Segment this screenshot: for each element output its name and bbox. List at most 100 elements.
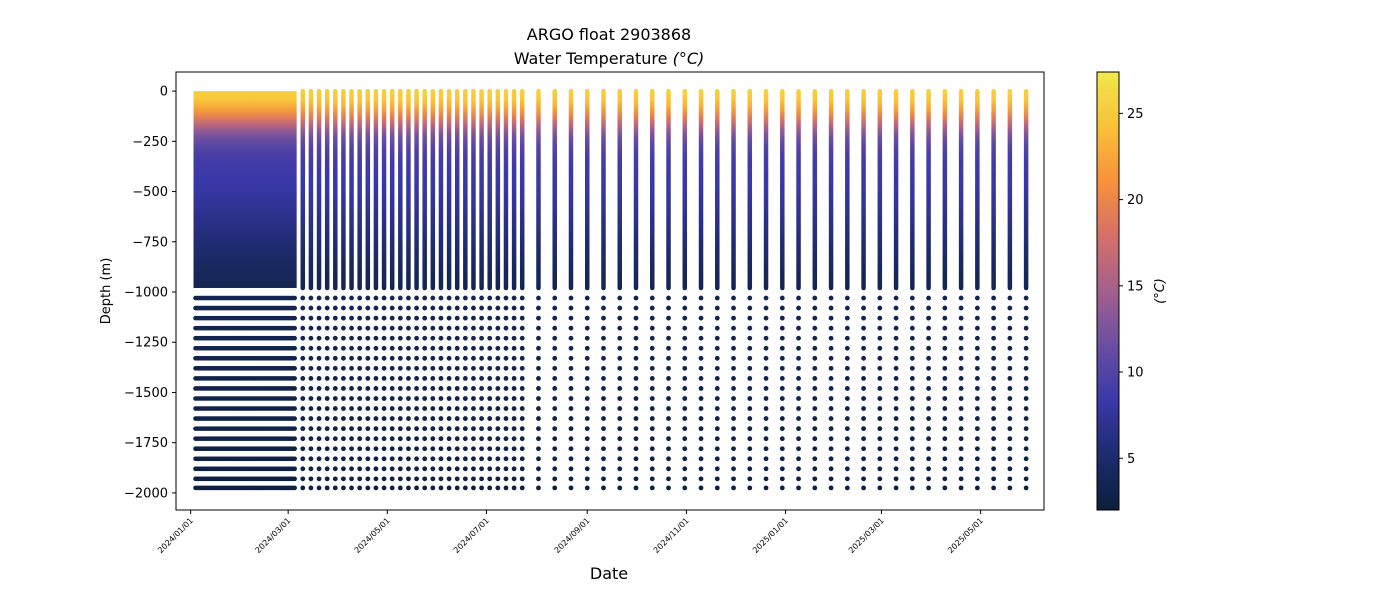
deep-sample-point <box>617 345 623 351</box>
deep-sample-point <box>1023 466 1029 472</box>
deep-sample-point <box>682 375 688 381</box>
deep-sample-point <box>666 355 671 361</box>
deep-sample-point <box>796 355 801 361</box>
deep-sample-point <box>942 375 948 381</box>
deep-sample-point <box>1023 396 1029 401</box>
deep-sample-point <box>438 396 444 401</box>
deep-sample-point <box>958 406 964 411</box>
deep-sample-point <box>779 426 785 432</box>
deep-sample-point <box>503 466 509 472</box>
deep-sample-point <box>365 436 371 442</box>
deep-sample-point <box>519 375 525 381</box>
deep-sample-point <box>812 325 818 331</box>
deep-sample-point <box>373 295 379 301</box>
deep-sample-point <box>406 416 411 421</box>
deep-sample-point <box>332 406 338 411</box>
deep-sample-point <box>414 335 419 341</box>
deep-sample-point <box>601 406 606 411</box>
deep-sample-point <box>552 305 558 311</box>
deep-sample-point <box>844 436 850 442</box>
deep-sample-point <box>454 355 460 361</box>
deep-sample-point <box>292 456 297 462</box>
colorbar <box>1096 71 1120 511</box>
deep-sample-point <box>698 426 704 432</box>
deep-sample-point <box>601 325 606 331</box>
deep-sample-point <box>389 305 395 311</box>
deep-sample-point <box>893 446 899 452</box>
deep-sample-point <box>389 476 395 482</box>
deep-sample-point <box>422 345 428 351</box>
deep-sample-point <box>365 335 371 341</box>
deep-sample-point <box>438 485 444 491</box>
deep-sample-point <box>747 396 753 401</box>
deep-sample-point <box>430 476 436 482</box>
deep-sample-point <box>812 335 818 341</box>
deep-sample-point <box>308 416 314 421</box>
deep-sample-point <box>397 416 403 421</box>
deep-sample-point <box>430 396 436 401</box>
deep-sample-point <box>568 355 574 361</box>
deep-sample-point <box>926 295 931 301</box>
deep-sample-point <box>926 406 931 411</box>
deep-sample-point <box>828 406 834 411</box>
deep-sample-point <box>1007 365 1013 371</box>
deep-sample-point <box>682 365 688 371</box>
deep-sample-point <box>877 396 883 401</box>
deep-sample-point <box>300 355 306 361</box>
deep-sample-point <box>406 456 411 462</box>
deep-sample-point <box>381 325 387 331</box>
deep-sample-point <box>406 446 411 452</box>
deep-sample-point <box>536 446 541 452</box>
deep-sample-point <box>584 446 590 452</box>
deep-sample-point <box>316 315 322 321</box>
deep-sample-point <box>430 456 436 462</box>
deep-sample-point <box>617 375 623 381</box>
deep-sample-point <box>926 355 931 361</box>
deep-sample-point <box>454 406 460 411</box>
deep-sample-point <box>308 315 314 321</box>
deep-sample-point <box>324 476 330 482</box>
deep-sample-point <box>479 386 484 391</box>
deep-sample-point <box>454 456 460 462</box>
deep-sample-point <box>649 426 655 432</box>
deep-sample-point <box>381 406 387 411</box>
deep-sample-point <box>601 355 606 361</box>
deep-sample-point <box>487 375 493 381</box>
deep-sample-point <box>324 375 330 381</box>
deep-sample-point <box>877 446 883 452</box>
deep-sample-point <box>495 466 501 472</box>
deep-sample-point <box>1023 295 1029 301</box>
deep-sample-point <box>349 416 354 421</box>
deep-sample-point <box>844 295 850 301</box>
deep-sample-point <box>349 485 354 491</box>
deep-sample-point <box>861 315 866 321</box>
deep-sample-point <box>430 345 436 351</box>
deep-sample-point <box>552 315 558 321</box>
deep-sample-point <box>1023 305 1029 311</box>
deep-sample-point <box>698 416 704 421</box>
plot-data-layer <box>193 88 1029 491</box>
deep-sample-point <box>414 345 419 351</box>
deep-sample-point <box>446 436 452 442</box>
deep-sample-point <box>503 315 509 321</box>
deep-sample-point <box>812 365 818 371</box>
deep-sample-point <box>926 375 931 381</box>
deep-sample-point <box>698 375 704 381</box>
deep-sample-point <box>714 436 720 442</box>
deep-sample-point <box>747 456 753 462</box>
deep-sample-point <box>617 386 623 391</box>
deep-sample-point <box>942 315 948 321</box>
deep-sample-point <box>471 386 476 391</box>
deep-sample-point <box>495 426 501 432</box>
deep-sample-point <box>462 305 468 311</box>
deep-sample-point <box>942 456 948 462</box>
deep-sample-point <box>381 446 387 452</box>
deep-sample-point <box>909 295 915 301</box>
deep-sample-point <box>893 466 899 472</box>
deep-sample-point <box>877 325 883 331</box>
deep-sample-point <box>552 295 558 301</box>
deep-sample-point <box>828 456 834 462</box>
deep-sample-point <box>503 386 509 391</box>
deep-sample-point <box>877 345 883 351</box>
deep-sample-point <box>349 295 354 301</box>
